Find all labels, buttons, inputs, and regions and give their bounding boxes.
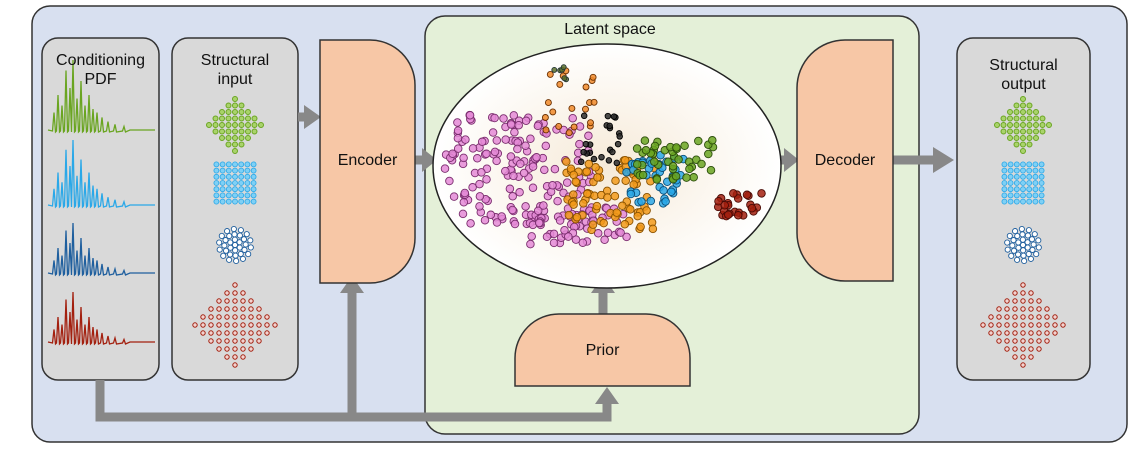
output-cluster-icon — [1004, 225, 1042, 265]
conditioning-title: Conditioning PDF — [42, 51, 159, 89]
red-cluster — [713, 189, 766, 221]
conditioning-panel — [41, 37, 160, 381]
latent-scatter — [440, 64, 766, 249]
structural-output-title: Structural output — [957, 56, 1090, 94]
conditioning-title-line1: Conditioning — [56, 52, 145, 69]
latent-space-label: Latent space — [564, 21, 656, 38]
arrowhead-encoder-latent — [422, 148, 437, 172]
arrowhead-input-encoder — [304, 105, 321, 129]
latent-ellipse — [432, 43, 782, 289]
output-blue-lattice-icon — [1001, 161, 1045, 205]
green-cluster — [632, 136, 718, 184]
top-tail-cluster — [551, 64, 570, 83]
pdf-curves — [47, 59, 155, 346]
conditioning-title-line2: PDF — [84, 71, 117, 88]
dark-cluster — [577, 112, 623, 167]
input-blue-lattice-icon — [213, 161, 257, 205]
dark-blue-pdf-curve — [47, 222, 155, 277]
green-pdf-curve — [47, 59, 155, 134]
orange-top-cluster — [541, 67, 598, 137]
structural-input-title: Structural input — [172, 51, 298, 89]
input-cluster-icon — [216, 225, 254, 265]
arrowhead-decoder-output — [933, 147, 954, 173]
output-green-lattice-icon — [994, 96, 1052, 154]
encoder-block — [319, 39, 416, 284]
structural-output-panel — [956, 37, 1091, 381]
arrowhead-latent-decoder — [784, 148, 799, 172]
encoder-label: Encoder — [337, 152, 398, 169]
input-red-lattice-icon — [192, 282, 278, 368]
structural-input-line2: input — [217, 71, 253, 88]
structural-output-line1: Structural — [989, 57, 1058, 74]
arrowhead-to-encoder — [340, 276, 364, 293]
structural-input-line1: Structural — [200, 52, 270, 69]
dark-red-pdf-curve — [47, 291, 155, 346]
arrowhead-to-prior — [595, 387, 619, 404]
decoder-block — [796, 39, 894, 282]
input-green-lattice-icon — [206, 96, 264, 154]
light-blue-pdf-curve — [47, 139, 155, 209]
structure-icons — [192, 96, 1066, 368]
prior-label: Prior — [585, 342, 620, 359]
decoder-label: Decoder — [814, 152, 876, 169]
prior-block — [514, 313, 691, 387]
structural-input-panel — [171, 37, 299, 381]
output-red-lattice-icon — [980, 282, 1066, 368]
structural-output-line2: output — [1001, 76, 1046, 93]
